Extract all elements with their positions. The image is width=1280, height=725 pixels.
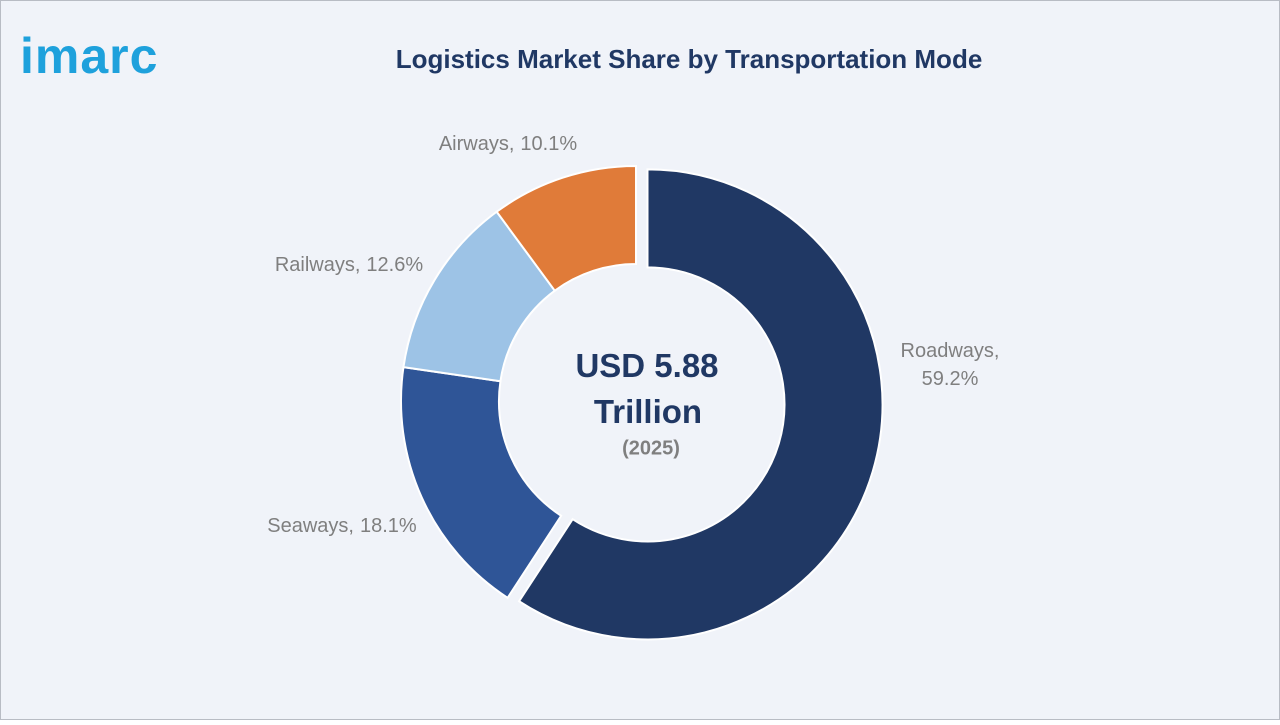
center-label: USD 5.88 Trillion: [575, 347, 718, 430]
value-label: 10.1%: [520, 133, 577, 155]
logo: imarc: [20, 28, 158, 84]
slice: [517, 168, 884, 641]
chart-title: Logistics Market Share by Transportation…: [396, 44, 983, 74]
data-label: Airways, 10.1%: [439, 133, 578, 155]
data-label: Railways, 12.6%: [275, 254, 424, 276]
center-sublabel: (2025): [622, 437, 680, 459]
slice: [400, 366, 563, 600]
data-label: Roadways, 59.2%: [901, 340, 1000, 390]
value-label: 59.2%: [922, 368, 979, 390]
category-label: Seaways,: [267, 515, 354, 537]
data-label: Seaways, 18.1%: [267, 515, 417, 537]
value-label: 18.1%: [360, 515, 417, 537]
slice: [495, 164, 637, 293]
category-label: Airways,: [439, 133, 515, 155]
value-label: 12.6%: [366, 254, 423, 276]
category-label: Roadways,: [901, 340, 1000, 362]
category-label: Railways,: [275, 254, 361, 276]
donut: [400, 164, 884, 641]
